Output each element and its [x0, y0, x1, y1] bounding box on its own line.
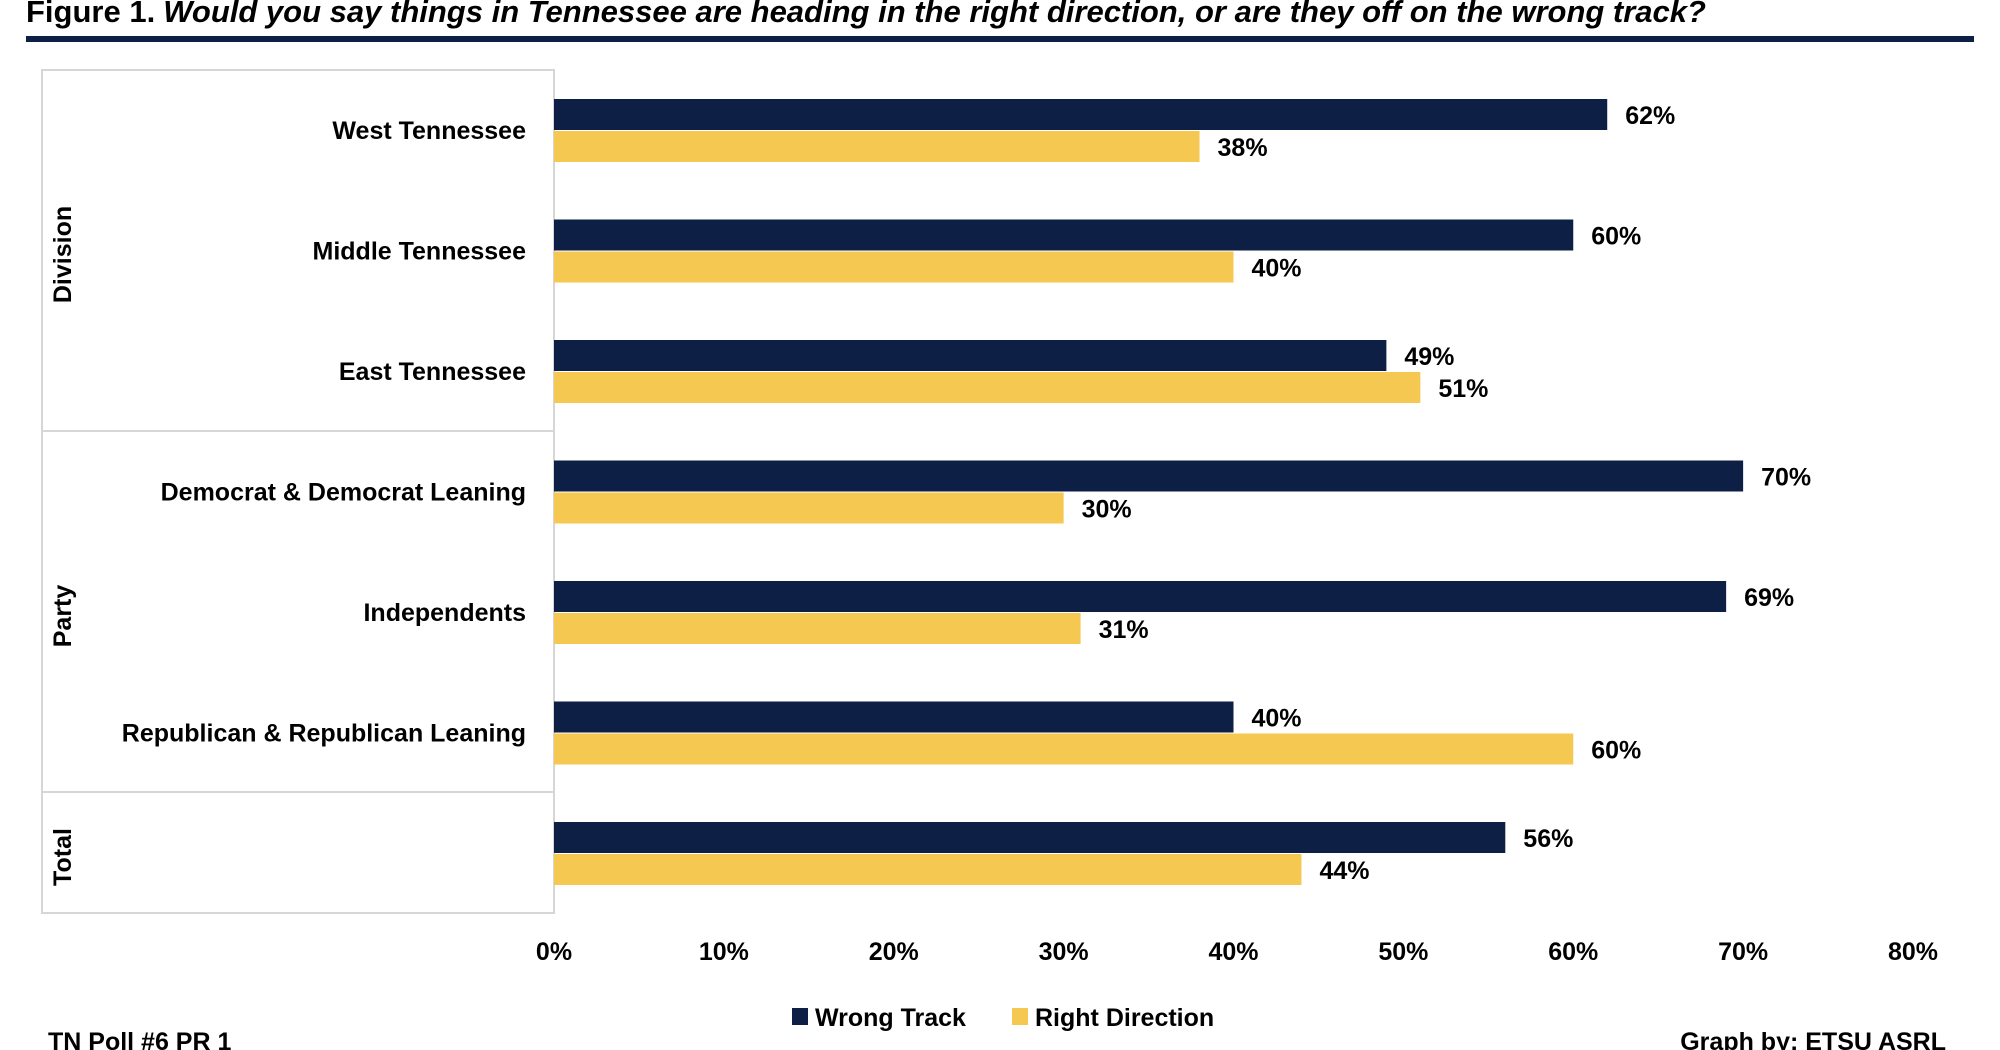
bar-right-direction	[554, 131, 1200, 162]
data-label: 40%	[1252, 705, 1302, 733]
bar-wrong-track	[554, 219, 1574, 251]
group-label-total: Total	[49, 828, 77, 886]
legend-label-right-direction: Right Direction	[1035, 1004, 1214, 1032]
x-tick-label: 40%	[1208, 938, 1258, 966]
bar-right-direction	[554, 613, 1081, 644]
bar-wrong-track	[554, 701, 1234, 733]
category-label: Independents	[363, 599, 526, 627]
data-label: 31%	[1099, 616, 1149, 644]
x-tick-label: 20%	[869, 938, 919, 966]
x-tick-label: 50%	[1378, 938, 1428, 966]
data-label: 60%	[1591, 737, 1641, 765]
legend-swatch-wrong-track	[792, 1008, 808, 1025]
data-label: 51%	[1438, 375, 1488, 403]
bar-right-direction	[554, 372, 1421, 403]
x-tick-label: 0%	[536, 938, 572, 966]
title-question: Would you say things in Tennessee are he…	[163, 0, 1706, 29]
data-label: 40%	[1252, 255, 1302, 283]
category-label: East Tennessee	[339, 358, 526, 386]
group-label-division: Division	[49, 206, 77, 303]
footer-poll-id: TN Poll #6 PR 1	[48, 1028, 231, 1050]
bar-wrong-track	[554, 340, 1387, 371]
bar-wrong-track	[554, 460, 1744, 492]
footer-credit: Graph by: ETSU ASRL	[1680, 1028, 1946, 1050]
title-rule	[26, 36, 1974, 42]
legend: Wrong Track Right Direction	[792, 1004, 1214, 1032]
data-label: 49%	[1404, 343, 1454, 371]
x-tick-label: 10%	[699, 938, 749, 966]
x-tick-label: 30%	[1039, 938, 1089, 966]
data-label: 62%	[1625, 102, 1675, 130]
data-label: 30%	[1082, 496, 1132, 524]
x-tick-label: 70%	[1718, 938, 1768, 966]
data-label: 70%	[1761, 464, 1811, 492]
data-label: 60%	[1591, 223, 1641, 251]
category-label: West Tennessee	[332, 117, 526, 145]
bar-right-direction	[554, 854, 1302, 885]
data-label: 44%	[1319, 857, 1369, 885]
x-tick-label: 60%	[1548, 938, 1598, 966]
bar-wrong-track	[554, 99, 1608, 130]
group-label-party: Party	[49, 585, 77, 648]
legend-swatch-right-direction	[1012, 1008, 1028, 1025]
category-label: Republican & Republican Leaning	[122, 720, 526, 748]
legend-label-wrong-track: Wrong Track	[815, 1004, 966, 1032]
figure-number: Figure 1.	[26, 0, 155, 29]
chart-title: Figure 1. Would you say things in Tenness…	[26, 0, 1706, 29]
bar-right-direction	[554, 733, 1574, 765]
bar-right-direction	[554, 251, 1234, 283]
data-label: 69%	[1744, 584, 1794, 612]
category-label: Middle Tennessee	[313, 238, 527, 266]
data-label: 56%	[1523, 825, 1573, 853]
category-label: Democrat & Democrat Leaning	[161, 479, 526, 507]
data-label: 38%	[1218, 134, 1268, 162]
x-tick-label: 80%	[1888, 938, 1938, 966]
bar-wrong-track	[554, 822, 1506, 853]
bar-right-direction	[554, 492, 1064, 524]
bar-wrong-track	[554, 581, 1727, 612]
